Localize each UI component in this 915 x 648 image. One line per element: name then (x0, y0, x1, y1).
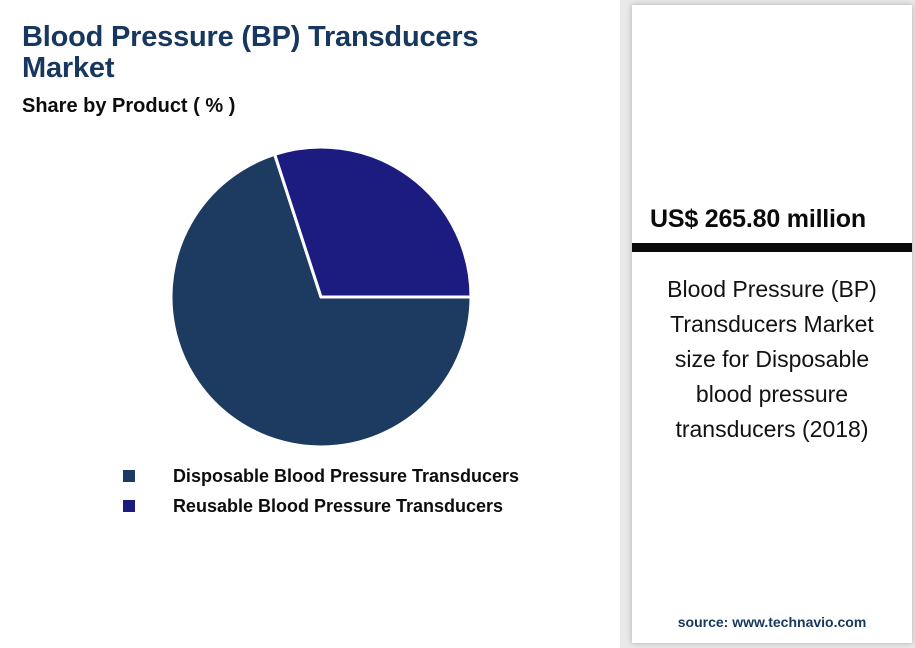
legend: Disposable Blood Pressure Transducers Re… (122, 465, 520, 517)
market-size-value: US$ 265.80 million (650, 205, 866, 233)
pie-slice-0 (169, 152, 473, 449)
legend-label-disposable: Disposable Blood Pressure Transducers (172, 465, 520, 486)
info-panel: US$ 265.80 million Blood Pressure (BP) T… (620, 0, 915, 648)
info-card: US$ 265.80 million Blood Pressure (BP) T… (632, 5, 912, 643)
legend-item-reusable: Reusable Blood Pressure Transducers (122, 495, 519, 517)
legend-label-reusable: Reusable Blood Pressure Transducers (172, 495, 504, 516)
pie-chart (169, 145, 473, 449)
pie-slice-1 (273, 145, 473, 299)
divider-bar (632, 243, 912, 252)
chart-section: Blood Pressure (BP) Transducers Market S… (22, 21, 520, 517)
legend-swatch-reusable (122, 500, 135, 513)
source-attribution: source: www.technavio.com (677, 614, 867, 630)
legend-swatch-disposable (122, 470, 135, 483)
spacer (632, 447, 912, 614)
page-title: Blood Pressure (BP) Transducers Market (22, 21, 479, 85)
chart-subtitle: Share by Product ( % ) (22, 94, 236, 117)
legend-item-disposable: Disposable Blood Pressure Transducers (122, 465, 520, 487)
market-size-description: Blood Pressure (BP) Transducers Market s… (667, 276, 877, 442)
